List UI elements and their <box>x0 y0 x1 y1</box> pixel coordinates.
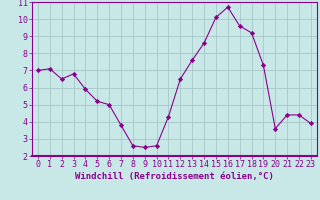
X-axis label: Windchill (Refroidissement éolien,°C): Windchill (Refroidissement éolien,°C) <box>75 172 274 181</box>
